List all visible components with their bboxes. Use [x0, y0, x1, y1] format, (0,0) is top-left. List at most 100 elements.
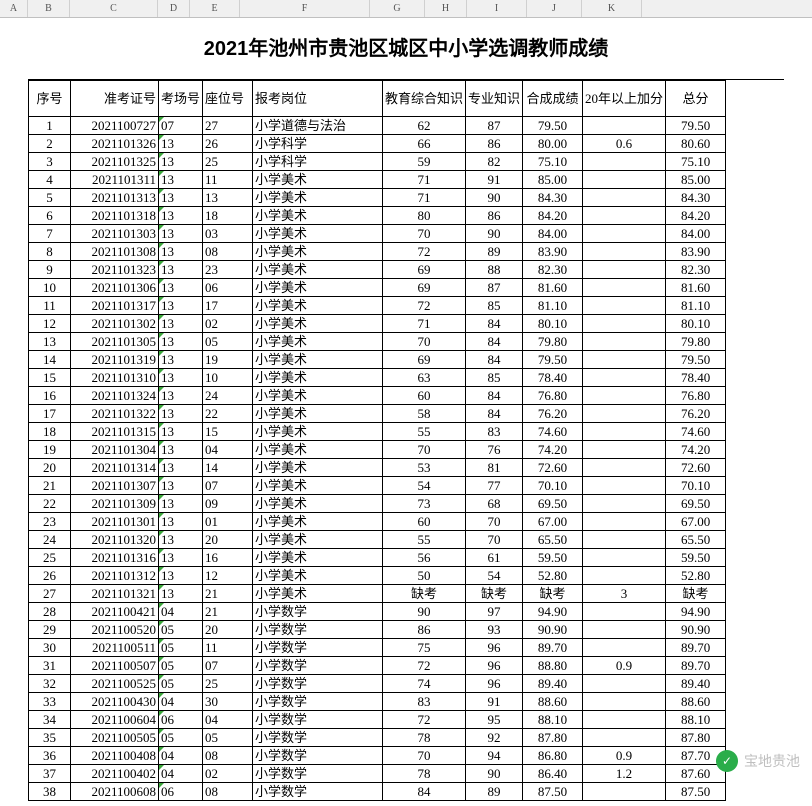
table-row: 1020211013061306小学美术698781.6081.60 — [29, 279, 726, 297]
cell-seq: 5 — [29, 189, 71, 207]
cell-comp: 76.80 — [523, 387, 583, 405]
table-row: 620211013181318小学美术808684.2084.20 — [29, 207, 726, 225]
cell-total: 80.60 — [666, 135, 726, 153]
cell-edu: 60 — [383, 513, 466, 531]
col-letter: I — [467, 0, 527, 17]
cell-edu: 83 — [383, 693, 466, 711]
cell-exam: 2021101302 — [71, 315, 159, 333]
cell-seat: 10 — [203, 369, 253, 387]
cell-pro: 70 — [466, 513, 523, 531]
table-row: 1420211013191319小学美术698479.5079.50 — [29, 351, 726, 369]
table-row: 820211013081308小学美术728983.9083.90 — [29, 243, 726, 261]
cell-post: 小学美术 — [253, 459, 383, 477]
cell-bonus — [583, 783, 666, 801]
cell-seat: 02 — [203, 765, 253, 783]
table-row: 320211013251325小学科学598275.1075.10 — [29, 153, 726, 171]
cell-comp: 67.00 — [523, 513, 583, 531]
table-row: 2420211013201320小学美术557065.5065.50 — [29, 531, 726, 549]
cell-total: 87.80 — [666, 729, 726, 747]
cell-edu: 70 — [383, 333, 466, 351]
cell-edu: 69 — [383, 279, 466, 297]
cell-seat: 14 — [203, 459, 253, 477]
cell-edu: 54 — [383, 477, 466, 495]
cell-room: 04 — [159, 693, 203, 711]
cell-comp: 59.50 — [523, 549, 583, 567]
table-row: 3820211006080608小学数学848987.5087.50 — [29, 783, 726, 801]
cell-seat: 01 — [203, 513, 253, 531]
cell-seq: 9 — [29, 261, 71, 279]
cell-pro: 96 — [466, 675, 523, 693]
cell-seq: 24 — [29, 531, 71, 549]
cell-pro: 96 — [466, 657, 523, 675]
cell-bonus — [583, 351, 666, 369]
cell-total: 79.50 — [666, 351, 726, 369]
cell-seat: 27 — [203, 117, 253, 135]
cell-comp: 85.00 — [523, 171, 583, 189]
cell-seat: 24 — [203, 387, 253, 405]
col-letter: G — [370, 0, 425, 17]
cell-bonus — [583, 711, 666, 729]
cell-comp: 82.30 — [523, 261, 583, 279]
cell-seat: 05 — [203, 333, 253, 351]
cell-pro: 86 — [466, 135, 523, 153]
cell-pro: 84 — [466, 333, 523, 351]
cell-pro: 93 — [466, 621, 523, 639]
cell-seq: 21 — [29, 477, 71, 495]
cell-room: 05 — [159, 729, 203, 747]
cell-room: 13 — [159, 477, 203, 495]
cell-pro: 88 — [466, 261, 523, 279]
table-row: 1120211013171317小学美术728581.1081.10 — [29, 297, 726, 315]
cell-seq: 20 — [29, 459, 71, 477]
cell-comp: 81.10 — [523, 297, 583, 315]
cell-exam: 2021100421 — [71, 603, 159, 621]
cell-exam: 2021101315 — [71, 423, 159, 441]
cell-seat: 05 — [203, 729, 253, 747]
cell-post: 小学数学 — [253, 747, 383, 765]
table-row: 720211013031303小学美术709084.0084.00 — [29, 225, 726, 243]
watermark-text: 宝地贵池 — [744, 751, 800, 771]
cell-edu: 75 — [383, 639, 466, 657]
cell-seq: 3 — [29, 153, 71, 171]
cell-exam: 2021101321 — [71, 585, 159, 603]
cell-exam: 2021101313 — [71, 189, 159, 207]
cell-seat: 20 — [203, 531, 253, 549]
cell-post: 小学科学 — [253, 135, 383, 153]
cell-post: 小学数学 — [253, 693, 383, 711]
cell-edu: 70 — [383, 441, 466, 459]
cell-post: 小学美术 — [253, 441, 383, 459]
cell-bonus — [583, 315, 666, 333]
cell-seq: 11 — [29, 297, 71, 315]
cell-seq: 30 — [29, 639, 71, 657]
cell-exam: 2021101318 — [71, 207, 159, 225]
cell-comp: 88.80 — [523, 657, 583, 675]
cell-total: 89.70 — [666, 639, 726, 657]
cell-total: 76.20 — [666, 405, 726, 423]
cell-comp: 70.10 — [523, 477, 583, 495]
cell-comp: 65.50 — [523, 531, 583, 549]
cell-edu: 72 — [383, 297, 466, 315]
cell-pro: 84 — [466, 351, 523, 369]
cell-post: 小学数学 — [253, 639, 383, 657]
watermark: ✓ 宝地贵池 — [716, 750, 800, 772]
spreadsheet-column-headers: ABCDEFGHIJK — [0, 0, 812, 18]
cell-post: 小学数学 — [253, 711, 383, 729]
cell-seq: 38 — [29, 783, 71, 801]
cell-comp: 88.60 — [523, 693, 583, 711]
cell-edu: 78 — [383, 765, 466, 783]
cell-exam: 2021101310 — [71, 369, 159, 387]
cell-exam: 2021101308 — [71, 243, 159, 261]
cell-seat: 08 — [203, 783, 253, 801]
cell-post: 小学美术 — [253, 351, 383, 369]
cell-exam: 2021101306 — [71, 279, 159, 297]
cell-bonus — [583, 189, 666, 207]
page-title: 2021年池州市贵池区城区中小学选调教师成绩 — [28, 18, 784, 80]
cell-post: 小学美术 — [253, 279, 383, 297]
cell-total: 74.60 — [666, 423, 726, 441]
cell-pro: 82 — [466, 153, 523, 171]
cell-exam: 2021100511 — [71, 639, 159, 657]
cell-room: 07 — [159, 117, 203, 135]
cell-comp: 79.50 — [523, 117, 583, 135]
table-row: 2720211013211321小学美术缺考缺考缺考3缺考 — [29, 585, 726, 603]
cell-exam: 2021101301 — [71, 513, 159, 531]
cell-bonus — [583, 369, 666, 387]
